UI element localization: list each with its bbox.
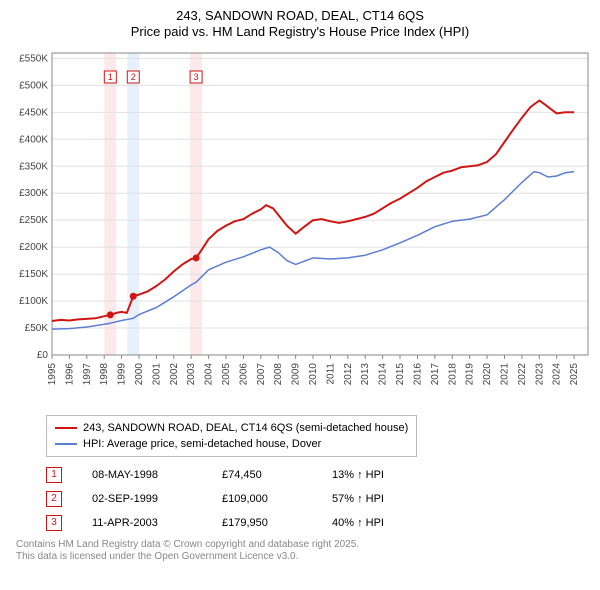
svg-text:1999: 1999 xyxy=(117,362,128,385)
svg-text:2016: 2016 xyxy=(412,362,423,385)
svg-text:£550K: £550K xyxy=(19,53,48,64)
svg-text:2017: 2017 xyxy=(430,362,441,385)
svg-text:2001: 2001 xyxy=(151,362,162,385)
svg-text:2: 2 xyxy=(131,72,136,82)
legend-swatch xyxy=(55,427,77,429)
footnote-line-2: This data is licensed under the Open Gov… xyxy=(16,551,592,564)
svg-text:2020: 2020 xyxy=(482,362,493,385)
price-chart: £0 £50K £100K £150K £200K £250K £300K £350K £400… xyxy=(8,47,592,407)
svg-text:2007: 2007 xyxy=(256,362,267,385)
svg-text:2025: 2025 xyxy=(569,362,580,385)
svg-text:£200K: £200K xyxy=(19,242,48,253)
svg-text:2010: 2010 xyxy=(308,362,319,385)
chart-title: 243, SANDOWN ROAD, DEAL, CT14 6QS Price … xyxy=(8,8,592,41)
txn-marker-icon: 3 xyxy=(46,515,62,531)
svg-text:£50K: £50K xyxy=(25,323,49,334)
svg-text:£400K: £400K xyxy=(19,134,48,145)
footnote: Contains HM Land Registry data © Crown c… xyxy=(16,539,592,564)
txn-marker-icon: 2 xyxy=(46,491,62,507)
legend-label: HPI: Average price, semi-detached house,… xyxy=(83,438,321,450)
svg-text:1998: 1998 xyxy=(99,362,110,385)
svg-text:1: 1 xyxy=(108,72,113,82)
transaction-row: 2 02-SEP-1999 £109,000 57% ↑ HPI xyxy=(46,487,592,511)
svg-text:2009: 2009 xyxy=(291,362,302,385)
txn-delta: 13% ↑ HPI xyxy=(332,469,412,481)
title-line-1: 243, SANDOWN ROAD, DEAL, CT14 6QS xyxy=(8,8,592,24)
txn-dot-1 xyxy=(107,311,114,318)
txn-delta: 40% ↑ HPI xyxy=(332,517,412,529)
svg-text:2005: 2005 xyxy=(221,362,232,385)
svg-text:2021: 2021 xyxy=(499,362,510,385)
svg-text:2013: 2013 xyxy=(360,362,371,385)
svg-text:2008: 2008 xyxy=(273,362,284,385)
txn-marker-icon: 1 xyxy=(46,467,62,483)
txn-dot-2 xyxy=(130,292,137,299)
svg-text:3: 3 xyxy=(194,72,199,82)
legend-label: 243, SANDOWN ROAD, DEAL, CT14 6QS (semi-… xyxy=(83,422,408,434)
svg-text:2024: 2024 xyxy=(552,362,563,385)
svg-text:2022: 2022 xyxy=(517,362,528,385)
txn-price: £74,450 xyxy=(222,469,302,481)
txn-delta: 57% ↑ HPI xyxy=(332,493,412,505)
svg-text:£450K: £450K xyxy=(19,107,48,118)
svg-text:1997: 1997 xyxy=(82,362,93,385)
title-line-2: Price paid vs. HM Land Registry's House … xyxy=(8,24,592,40)
svg-text:2018: 2018 xyxy=(447,362,458,385)
svg-text:2003: 2003 xyxy=(186,362,197,385)
transaction-row: 1 08-MAY-1998 £74,450 13% ↑ HPI xyxy=(46,463,592,487)
legend-swatch xyxy=(55,443,77,445)
svg-text:2023: 2023 xyxy=(534,362,545,385)
svg-text:£300K: £300K xyxy=(19,188,48,199)
legend-item: 243, SANDOWN ROAD, DEAL, CT14 6QS (semi-… xyxy=(55,420,408,436)
svg-text:£150K: £150K xyxy=(19,269,48,280)
svg-text:£100K: £100K xyxy=(19,296,48,307)
txn-price: £109,000 xyxy=(222,493,302,505)
svg-text:£500K: £500K xyxy=(19,80,48,91)
svg-text:1996: 1996 xyxy=(64,362,75,385)
svg-text:£350K: £350K xyxy=(19,161,48,172)
footnote-line-1: Contains HM Land Registry data © Crown c… xyxy=(16,539,592,552)
svg-text:2019: 2019 xyxy=(465,362,476,385)
svg-text:£0: £0 xyxy=(37,350,49,361)
svg-text:2014: 2014 xyxy=(378,362,389,385)
svg-text:1995: 1995 xyxy=(47,362,58,385)
txn-date: 08-MAY-1998 xyxy=(92,469,192,481)
txn-date: 02-SEP-1999 xyxy=(92,493,192,505)
transaction-row: 3 11-APR-2003 £179,950 40% ↑ HPI xyxy=(46,511,592,535)
legend: 243, SANDOWN ROAD, DEAL, CT14 6QS (semi-… xyxy=(46,415,417,457)
svg-text:2000: 2000 xyxy=(134,362,145,385)
txn-price: £179,950 xyxy=(222,517,302,529)
legend-item: HPI: Average price, semi-detached house,… xyxy=(55,436,408,452)
transaction-table: 1 08-MAY-1998 £74,450 13% ↑ HPI 2 02-SEP-1999… xyxy=(46,463,592,535)
svg-text:2006: 2006 xyxy=(238,362,249,385)
svg-text:2002: 2002 xyxy=(169,362,180,385)
txn-dot-3 xyxy=(193,254,200,261)
svg-text:2015: 2015 xyxy=(395,362,406,385)
txn-date: 11-APR-2003 xyxy=(92,517,192,529)
svg-text:2012: 2012 xyxy=(343,362,354,385)
svg-text:2004: 2004 xyxy=(204,362,215,385)
svg-text:2011: 2011 xyxy=(325,362,336,384)
svg-text:£250K: £250K xyxy=(19,215,48,226)
chart-svg: £0 £50K £100K £150K £200K £250K £300K £350K £400… xyxy=(8,47,592,407)
